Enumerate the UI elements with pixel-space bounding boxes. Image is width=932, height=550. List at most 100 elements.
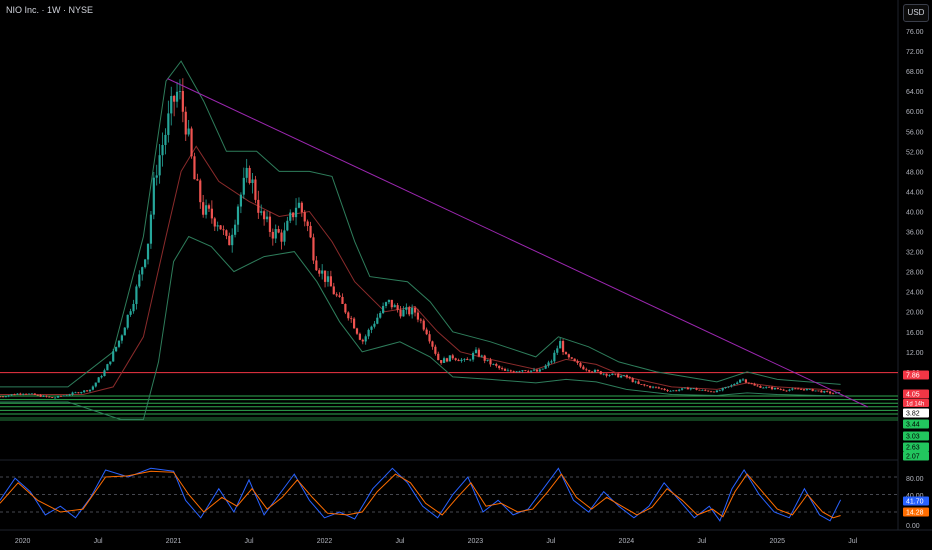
candle-body: [489, 359, 492, 365]
candle-body: [756, 385, 759, 387]
candle-body: [512, 371, 515, 373]
candle-body: [590, 371, 594, 373]
candle-body: [393, 305, 396, 308]
candle-body: [599, 371, 602, 375]
price-tick-label: 52.00: [906, 149, 924, 156]
candle-body: [405, 307, 408, 310]
candle-body: [524, 370, 527, 372]
candle-body: [97, 377, 100, 383]
candle-body: [434, 346, 437, 354]
candle-body: [834, 392, 837, 394]
time-tick-label: 2022: [317, 538, 333, 545]
candle-body: [712, 391, 716, 393]
candle-body: [245, 167, 248, 178]
candle-body: [701, 389, 704, 391]
candle-body: [498, 365, 501, 369]
price-label-box: [903, 399, 929, 407]
candle-body: [773, 387, 777, 390]
candle-body: [123, 327, 126, 336]
candle-body: [823, 391, 826, 393]
price-label-box: [903, 408, 929, 418]
candle-body: [117, 340, 121, 347]
stoch-k-line: [0, 467, 842, 522]
candle-body: [309, 225, 312, 238]
candle-body: [164, 134, 167, 145]
candle-body: [358, 333, 361, 340]
candle-body: [187, 128, 190, 135]
candle-body: [228, 235, 231, 246]
candle-body: [640, 383, 643, 385]
candle-body: [219, 225, 222, 230]
candle-body: [51, 397, 54, 398]
candle-body: [820, 390, 823, 393]
candle-body: [448, 355, 451, 362]
candle-body: [799, 389, 803, 390]
candle-body: [312, 237, 315, 261]
oscillator-value-label: 14.28: [906, 510, 924, 517]
candle-body: [480, 355, 483, 357]
candle-body: [454, 358, 457, 360]
symbol-title: NIO Inc. · 1W · NYSE: [6, 5, 94, 15]
candle-body: [463, 358, 466, 360]
price-tick-label: 24.00: [906, 290, 924, 297]
candle-body: [660, 388, 663, 390]
candle-body: [399, 309, 402, 317]
candle-body: [268, 216, 272, 232]
price-label: 7.86: [906, 373, 920, 380]
price-label: 2.07: [906, 454, 920, 461]
candle-body: [114, 346, 118, 352]
candle-body: [442, 358, 446, 363]
candle-body: [181, 91, 184, 112]
candle-body: [541, 368, 544, 370]
candle-body: [129, 311, 132, 315]
candle-body: [318, 270, 321, 274]
candle-body: [376, 317, 379, 324]
candle-body: [617, 373, 620, 378]
candle-body: [567, 354, 570, 358]
candle-body: [54, 397, 57, 399]
candle-body: [65, 395, 68, 397]
price-tick-label: 12.00: [906, 350, 924, 357]
candle-body: [831, 393, 835, 395]
candle-body: [460, 359, 463, 362]
candle-body: [457, 359, 460, 362]
candle-body: [593, 369, 597, 373]
candle-body: [530, 370, 533, 372]
candle-body: [338, 295, 341, 297]
candle-body: [750, 383, 753, 385]
descending-trendline[interactable]: [167, 78, 869, 408]
candle-body: [828, 391, 832, 394]
candle-body: [492, 363, 495, 365]
price-tick-label: 72.00: [906, 49, 924, 56]
candle-body: [709, 391, 713, 393]
candle-body: [730, 385, 733, 387]
candle-body: [329, 276, 332, 287]
candle-body: [753, 383, 756, 386]
candle-body: [277, 229, 280, 233]
currency-button[interactable]: USD: [903, 4, 929, 22]
candle-body: [483, 355, 486, 361]
candle-body: [770, 386, 774, 390]
candle-body: [216, 225, 219, 227]
candle-body: [625, 375, 629, 378]
candle-body: [158, 155, 161, 176]
candle-body: [411, 307, 414, 315]
oscillator-tick-label: 80.00: [906, 476, 924, 483]
candle-body: [149, 214, 153, 244]
candle-body: [596, 369, 599, 372]
price-label-box: [903, 451, 929, 461]
candle-body: [297, 202, 301, 208]
candle-body: [826, 391, 829, 392]
candle-body: [695, 388, 698, 390]
candle-body: [408, 307, 411, 315]
candle-body: [727, 386, 730, 388]
candle-body: [289, 212, 292, 221]
candle-body: [747, 382, 750, 384]
candle-body: [85, 390, 89, 392]
candle-body: [222, 229, 225, 231]
price-tick-label: 20.00: [906, 310, 924, 317]
candle-body: [620, 375, 623, 378]
candle-body: [782, 389, 785, 391]
candle-body: [736, 382, 739, 385]
